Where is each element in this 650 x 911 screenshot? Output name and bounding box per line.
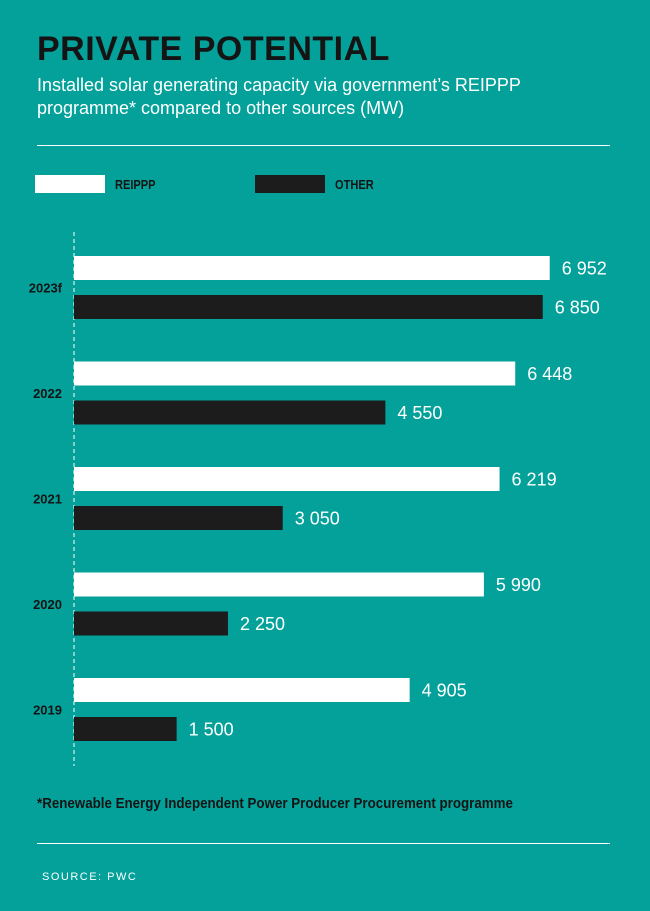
bottom-divider	[37, 843, 610, 844]
data-label: 2 250	[240, 614, 285, 634]
legend-item-other: OTHER	[255, 175, 381, 193]
data-label: 6 850	[555, 298, 600, 318]
bar-other-2020	[74, 611, 228, 636]
data-label: 6 952	[562, 259, 607, 279]
category-label: 2022	[33, 386, 62, 401]
bar-reippp-2019	[74, 678, 410, 702]
category-label: 2021	[33, 492, 62, 507]
footnote: *Renewable Energy Independent Power Prod…	[37, 796, 513, 812]
category-label: 2019	[33, 703, 62, 718]
bar-other-2022	[74, 400, 386, 425]
source-credit: SOURCE: PWC	[42, 871, 138, 883]
bar-other-2023f	[74, 295, 543, 319]
category-label: 2023f	[29, 281, 63, 296]
legend-label-reippp: REIPPP	[115, 176, 156, 192]
data-label: 4 905	[422, 681, 467, 701]
data-label: 4 550	[397, 403, 442, 423]
legend-label-other: OTHER	[335, 176, 374, 192]
legend-swatch-reippp	[35, 175, 105, 193]
bar-reippp-2020	[74, 572, 484, 597]
bar-reippp-2021	[74, 467, 500, 491]
category-label: 2020	[33, 597, 62, 612]
chart-title: PRIVATE POTENTIAL	[37, 30, 390, 68]
bar-other-2019	[74, 717, 177, 741]
bar-other-2021	[74, 506, 283, 530]
bar-reippp-2023f	[74, 256, 550, 280]
data-label: 3 050	[295, 509, 340, 529]
data-label: 5 990	[496, 575, 541, 595]
data-label: 6 448	[527, 364, 572, 384]
data-label: 1 500	[189, 720, 234, 740]
bar-reippp-2022	[74, 361, 516, 386]
legend-swatch-other	[255, 175, 325, 193]
legend-item-reippp: REIPPP	[35, 175, 163, 193]
chart-subtitle: Installed solar generating capacity via …	[37, 75, 521, 118]
data-label: 6 219	[512, 470, 557, 490]
top-divider	[37, 145, 610, 146]
